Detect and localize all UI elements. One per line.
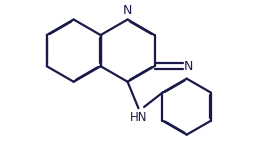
Text: N: N — [183, 60, 193, 73]
Text: N: N — [123, 4, 132, 17]
Text: HN: HN — [130, 111, 147, 124]
